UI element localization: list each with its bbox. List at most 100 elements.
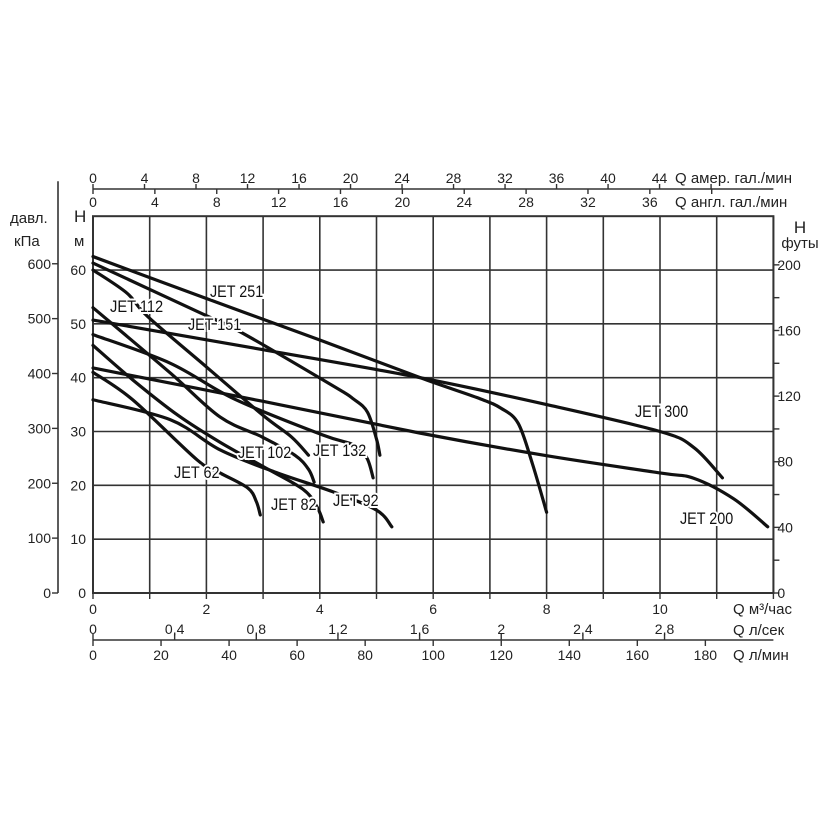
curve-jet-82 bbox=[91, 343, 325, 524]
uk-gal-tick-label: 24 bbox=[456, 194, 472, 210]
us-gal-tick-label: 0 bbox=[89, 170, 97, 186]
bottom-axis-m3h-label: Q м³/час bbox=[733, 601, 792, 618]
curve-label-jet-300: JET 300 bbox=[635, 402, 688, 421]
uk-gal-tick-label: 28 bbox=[518, 194, 534, 210]
us-gal-tick-label: 32 bbox=[497, 170, 513, 186]
y-tick-label: 40 bbox=[70, 370, 86, 386]
curve-label-jet-82: JET 82 bbox=[271, 495, 317, 514]
x-tick-label: 8 bbox=[543, 601, 551, 617]
kpa-tick-label: 600 bbox=[28, 256, 52, 272]
lmin-tick-label: 100 bbox=[422, 647, 446, 663]
curve-jet-200 bbox=[91, 366, 770, 529]
y-tick-label: 50 bbox=[70, 316, 86, 332]
uk-gal-tick-label: 36 bbox=[642, 194, 658, 210]
x-tick-label: 10 bbox=[652, 601, 668, 617]
lmin-tick-label: 160 bbox=[626, 647, 650, 663]
curve-label-jet-151: JET 151 bbox=[188, 315, 241, 334]
curve-jet-132 bbox=[91, 333, 375, 480]
kpa-tick-label: 200 bbox=[28, 475, 52, 491]
uk-gal-tick-label: 32 bbox=[580, 194, 596, 210]
us-gal-tick-label: 44 bbox=[652, 170, 668, 186]
curve-label-jet-112: JET 112 bbox=[110, 297, 163, 316]
ls-tick-label: 1,2 bbox=[328, 621, 348, 637]
x-tick-label: 6 bbox=[429, 601, 437, 617]
curve-label-jet-102: JET 102 bbox=[238, 443, 291, 462]
bottom-axis-lmin-label: Q л/мин bbox=[733, 647, 789, 664]
ft-tick-label: 80 bbox=[777, 454, 793, 470]
y-tick-label: 20 bbox=[70, 477, 86, 493]
uk-gal-tick-label: 0 bbox=[89, 194, 97, 210]
x-tick-label: 2 bbox=[203, 601, 211, 617]
curve-labels: JET 251 JET 300 JET 200 JET 151 JET 112 JET 1… bbox=[108, 280, 735, 530]
kpa-tick-label: 400 bbox=[28, 366, 52, 382]
ls-tick-label: 2,4 bbox=[573, 621, 593, 637]
lmin-tick-label: 60 bbox=[289, 647, 305, 663]
uk-gal-tick-label: 20 bbox=[395, 194, 411, 210]
kpa-tick-label: 300 bbox=[28, 420, 52, 436]
ft-tick-label: 0 bbox=[777, 585, 785, 601]
uk-gal-tick-label: 4 bbox=[151, 194, 159, 210]
bottom-axis-ls-label: Q л/сек bbox=[733, 622, 785, 639]
kpa-tick-label: 0 bbox=[43, 585, 51, 601]
ft-tick-label: 120 bbox=[777, 388, 801, 404]
uk-gal-tick-label: 12 bbox=[271, 194, 287, 210]
ft-tick-label: 160 bbox=[777, 322, 801, 338]
curve-label-jet-200: JET 200 bbox=[680, 509, 733, 528]
x-tick-label: 0 bbox=[89, 601, 97, 617]
x-tick-label: 4 bbox=[316, 601, 324, 617]
curve-jet-112 bbox=[91, 268, 311, 457]
us-gal-tick-label: 36 bbox=[549, 170, 565, 186]
lmin-tick-label: 0 bbox=[89, 647, 97, 663]
ls-tick-label: 0,8 bbox=[247, 621, 267, 637]
lmin-tick-label: 180 bbox=[694, 647, 718, 663]
ls-tick-label: 1,6 bbox=[410, 621, 430, 637]
us-gal-tick-label: 40 bbox=[600, 170, 616, 186]
y-tick-label: 10 bbox=[70, 531, 86, 547]
ft-axis-title-2: футы bbox=[781, 235, 818, 252]
us-gal-tick-label: 20 bbox=[343, 170, 359, 186]
curve-jet-92 bbox=[91, 398, 394, 529]
h-axis-title-2: м bbox=[74, 233, 84, 250]
curve-jet-151 bbox=[91, 261, 382, 457]
uk-gal-tick-label: 16 bbox=[333, 194, 349, 210]
lmin-tick-label: 40 bbox=[221, 647, 237, 663]
curve-label-jet-92: JET 92 bbox=[333, 491, 379, 510]
us-gal-tick-label: 12 bbox=[240, 170, 256, 186]
axes: 0102030405060010020030040050060004080120… bbox=[28, 170, 801, 663]
us-gal-tick-label: 4 bbox=[141, 170, 149, 186]
us-gal-tick-label: 24 bbox=[394, 170, 410, 186]
curve-jet-300 bbox=[91, 318, 724, 480]
y-tick-label: 30 bbox=[70, 424, 86, 440]
y-tick-label: 0 bbox=[78, 585, 86, 601]
ls-tick-label: 0,4 bbox=[165, 621, 185, 637]
uk-gal-tick-label: 8 bbox=[213, 194, 221, 210]
ls-tick-label: 0 bbox=[89, 621, 97, 637]
lmin-tick-label: 140 bbox=[558, 647, 582, 663]
y-tick-label: 60 bbox=[70, 262, 86, 278]
curve-jet-102 bbox=[91, 306, 316, 484]
top-axis-us-label: Q амер. гал./мин bbox=[675, 170, 792, 187]
ft-tick-label: 40 bbox=[777, 519, 793, 535]
curve-label-jet-62: JET 62 bbox=[174, 463, 220, 482]
lmin-tick-label: 80 bbox=[357, 647, 373, 663]
kpa-axis-title-1: давл. bbox=[10, 210, 48, 227]
curve-jet-251 bbox=[91, 254, 549, 514]
ls-tick-label: 2,8 bbox=[655, 621, 675, 637]
kpa-tick-label: 100 bbox=[28, 530, 52, 546]
ft-axis-title-1: H bbox=[794, 218, 806, 237]
ls-tick-label: 2 bbox=[497, 621, 505, 637]
us-gal-tick-label: 16 bbox=[291, 170, 307, 186]
h-axis-title-1: H bbox=[74, 207, 86, 226]
lmin-tick-label: 120 bbox=[490, 647, 514, 663]
us-gal-tick-label: 28 bbox=[446, 170, 462, 186]
ft-tick-label: 200 bbox=[777, 257, 801, 273]
kpa-tick-label: 500 bbox=[28, 311, 52, 327]
kpa-axis-title-2: кПа bbox=[14, 233, 40, 250]
curve-label-jet-251: JET 251 bbox=[210, 282, 263, 301]
lmin-tick-label: 20 bbox=[153, 647, 169, 663]
top-axis-uk-label: Q англ. гал./мин bbox=[675, 194, 787, 211]
us-gal-tick-label: 8 bbox=[192, 170, 200, 186]
curves bbox=[91, 254, 770, 529]
curve-label-jet-132: JET 132 bbox=[313, 441, 366, 460]
